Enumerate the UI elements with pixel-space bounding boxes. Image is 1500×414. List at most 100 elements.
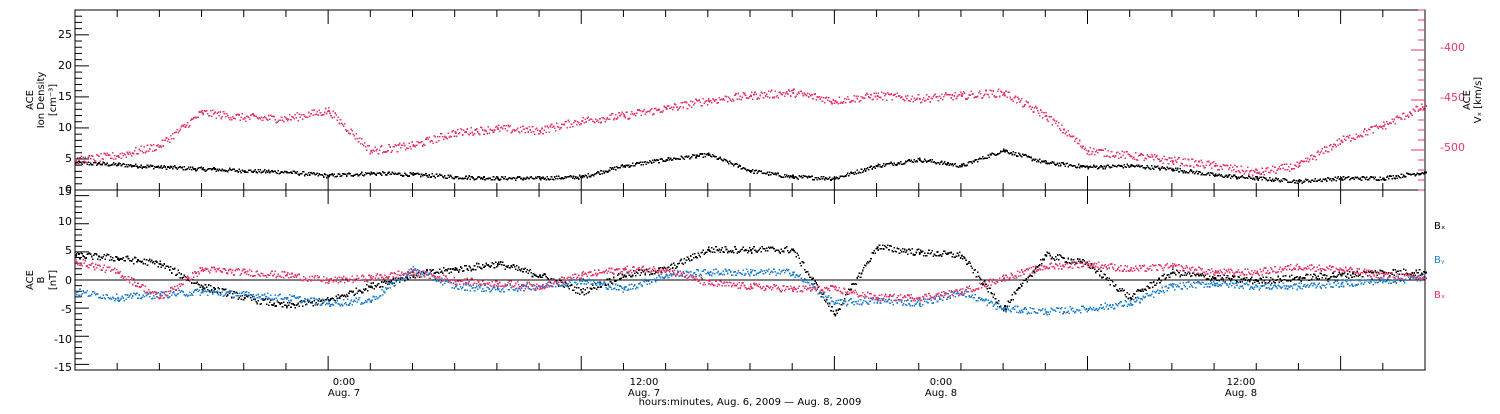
- vx-point: [1127, 151, 1129, 153]
- vx-point: [694, 103, 696, 105]
- density-point: [981, 158, 983, 160]
- density-point: [1247, 177, 1249, 179]
- density-point: [1271, 180, 1273, 182]
- vx-point: [1287, 169, 1289, 171]
- density-point: [977, 161, 979, 163]
- bx-point: [1078, 261, 1080, 263]
- vx-point: [985, 90, 987, 92]
- density-point: [536, 177, 538, 179]
- density-point: [1274, 180, 1276, 182]
- vx-point: [736, 99, 738, 101]
- by-point: [784, 272, 786, 274]
- by-point: [736, 272, 738, 274]
- by-point: [634, 284, 636, 286]
- by-point: [211, 290, 213, 292]
- by-point: [358, 299, 360, 301]
- vx-point: [435, 136, 437, 138]
- bx-point: [962, 258, 964, 260]
- density-point: [875, 168, 877, 170]
- density-point: [1235, 176, 1237, 178]
- by-point: [510, 285, 512, 287]
- density-point: [1012, 154, 1014, 156]
- vx-point: [280, 120, 282, 122]
- density-point: [849, 173, 851, 175]
- density-point: [588, 173, 590, 175]
- vx-point: [645, 113, 647, 115]
- density-point: [955, 163, 957, 165]
- vx-point: [1407, 115, 1409, 117]
- density-point: [90, 162, 92, 164]
- bx-point: [495, 261, 497, 263]
- density-point: [1379, 179, 1381, 181]
- density-point: [192, 167, 194, 169]
- bx-point: [1314, 274, 1316, 276]
- bx-point: [336, 296, 338, 298]
- vx-point: [600, 122, 602, 124]
- bx-point: [933, 255, 935, 257]
- vx-point: [526, 128, 528, 130]
- bx-point: [1218, 280, 1220, 282]
- bx-point: [652, 273, 654, 275]
- density-point: [767, 171, 769, 173]
- density-point: [642, 164, 644, 166]
- vx-point: [461, 129, 463, 131]
- bx-point: [104, 254, 106, 256]
- density-point: [834, 178, 836, 180]
- bx-point: [710, 251, 712, 253]
- density-point: [623, 165, 625, 167]
- bx-point: [924, 253, 926, 255]
- bx-point: [733, 252, 735, 254]
- vx-point: [1383, 125, 1385, 127]
- vx-point: [499, 131, 501, 133]
- density-point: [241, 172, 243, 174]
- vx-point: [550, 126, 552, 128]
- bx-point: [926, 255, 928, 257]
- vx-point: [549, 132, 551, 134]
- density-point: [119, 163, 121, 165]
- vx-point: [242, 113, 244, 115]
- by-point: [240, 295, 242, 297]
- vx-point: [565, 121, 567, 123]
- by-point: [246, 291, 248, 293]
- density-point: [1320, 179, 1322, 181]
- bx-point: [886, 247, 888, 249]
- vx-point: [269, 119, 271, 121]
- by-point: [608, 289, 610, 291]
- vx-point: [209, 115, 211, 117]
- by-point: [395, 285, 397, 287]
- vx-point: [439, 136, 441, 138]
- bx-point: [1111, 280, 1113, 282]
- vx-point: [1363, 131, 1365, 133]
- density-point: [427, 177, 429, 179]
- by-point: [722, 274, 724, 276]
- bx-point: [1110, 284, 1112, 286]
- vx-point: [809, 93, 811, 95]
- vx-point: [907, 95, 909, 97]
- density-point: [317, 173, 319, 175]
- by-point: [332, 304, 334, 306]
- bx-point: [799, 257, 801, 259]
- bx-point: [1195, 275, 1197, 277]
- density-point: [326, 177, 328, 179]
- bx-point: [1331, 276, 1333, 278]
- vx-point: [847, 96, 849, 98]
- vx-point: [486, 133, 488, 135]
- by-point: [734, 271, 736, 273]
- bx-point: [510, 267, 512, 269]
- density-point: [136, 165, 138, 167]
- by-point: [632, 288, 634, 290]
- density-point: [1296, 182, 1298, 184]
- density-point: [140, 165, 142, 167]
- by-point: [699, 273, 701, 275]
- vx-point: [885, 93, 887, 95]
- vx-point: [943, 96, 945, 98]
- vx-point: [1336, 139, 1338, 141]
- density-point: [1147, 165, 1149, 167]
- vx-point: [249, 118, 251, 120]
- bx-point: [931, 250, 933, 252]
- density-point: [573, 176, 575, 178]
- density-point: [657, 159, 659, 161]
- density-point: [1182, 172, 1184, 174]
- vx-point: [505, 125, 507, 127]
- density-point: [1314, 178, 1316, 180]
